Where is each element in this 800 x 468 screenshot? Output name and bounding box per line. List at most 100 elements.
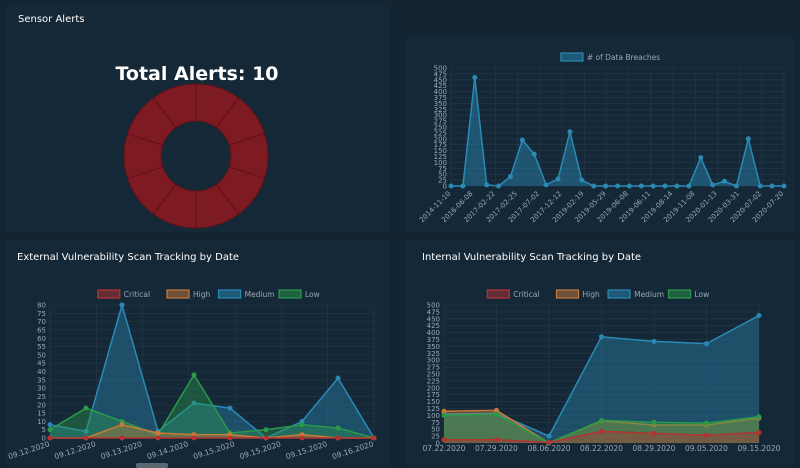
y-tick-label: 150: [427, 398, 440, 406]
y-tick-label: 40: [37, 368, 46, 376]
legend-swatch: [486, 289, 510, 299]
y-tick-label: 100: [427, 412, 440, 420]
low-point: [83, 405, 89, 411]
of-data-breaches-point: [769, 183, 775, 189]
y-tick-label: 275: [427, 364, 440, 372]
low-point: [335, 425, 341, 431]
x-tick-label: 07.29.2020: [475, 444, 518, 453]
of-data-breaches-point: [460, 183, 466, 189]
data-breaches-panel: 0 25 50 75 100 125 150 175 200 225 250 275 300 325 350…: [406, 36, 794, 232]
critical-point: [227, 435, 233, 441]
x-tick-label: 09.16.2020: [331, 439, 375, 461]
y-tick-label: 175: [427, 391, 440, 399]
y-tick-label: 175: [434, 141, 447, 149]
medium-point: [83, 428, 89, 434]
medium-point: [47, 422, 53, 428]
medium-point: [119, 302, 125, 308]
x-tick-label: 09.15.2020: [238, 439, 282, 461]
of-data-breaches-point: [638, 183, 644, 189]
y-tick-label: 375: [434, 94, 447, 102]
medium-point: [335, 375, 341, 381]
y-tick-label: 60: [37, 335, 46, 343]
medium-line: [49, 302, 375, 439]
x-tick-label: 09.15.2020: [738, 444, 781, 453]
y-tick-label: 45: [37, 360, 46, 368]
of-data-breaches-point: [686, 183, 692, 189]
of-data-breaches-point: [484, 182, 490, 188]
of-data-breaches-point: [710, 182, 716, 188]
low-point: [756, 414, 762, 420]
critical-point: [299, 435, 305, 441]
y-tick-label: 75: [37, 310, 46, 318]
low-point: [191, 372, 197, 378]
y-tick-label: 25: [37, 393, 46, 401]
y-tick-label: 10: [37, 418, 46, 426]
y-tick-label: 50: [431, 426, 440, 434]
y-tick-label: 50: [438, 171, 447, 179]
y-tick-label: 20: [37, 401, 46, 409]
high-area: [50, 424, 374, 438]
of-data-breaches-point: [543, 182, 549, 188]
y-tick-label: 350: [427, 343, 440, 351]
y-tick-label: 125: [434, 153, 447, 161]
legend-swatch: [607, 289, 631, 299]
y-tick-label: 5: [42, 426, 46, 434]
horizontal-scrollbar[interactable]: [136, 463, 168, 468]
legend-label-low: Low: [305, 290, 320, 299]
y-tick-label: 65: [37, 326, 46, 334]
legend-swatch: [278, 289, 302, 299]
y-tick-label: 300: [427, 357, 440, 365]
of-data-breaches-point: [698, 155, 704, 161]
y-tick-label: 15: [37, 410, 46, 418]
of-data-breaches-point: [650, 183, 656, 189]
critical-point: [155, 435, 161, 441]
x-tick-label: 09.05.2020: [685, 444, 728, 453]
sensor-alerts-title: Sensor Alerts: [18, 14, 85, 25]
critical-point: [263, 435, 269, 441]
external-scan-title: External Vulnerability Scan Tracking by …: [17, 252, 240, 263]
medium-point: [546, 433, 552, 439]
of-data-breaches-point: [615, 183, 620, 189]
critical-point: [756, 430, 762, 436]
of-data-breaches-area: [451, 77, 784, 186]
x-tick-label: 09.14.2020: [146, 439, 190, 461]
of-data-breaches-point: [745, 136, 751, 142]
of-data-breaches-point: [674, 183, 680, 189]
y-tick-label: 425: [434, 82, 447, 90]
high-point: [441, 408, 447, 414]
critical-point: [494, 437, 499, 443]
legend-label-critical: Critical: [124, 290, 150, 299]
y-tick-label: 450: [427, 315, 440, 323]
of-data-breaches-point: [781, 183, 787, 189]
legend-swatch: [97, 289, 121, 299]
y-tick-label: 425: [427, 322, 440, 330]
low-point: [704, 420, 709, 426]
y-tick-label: 350: [434, 100, 447, 108]
critical-point: [546, 439, 552, 445]
data-breaches-chart: 0255075100125150175200225250275300325350…: [418, 52, 787, 224]
of-data-breaches-point: [733, 183, 739, 189]
critical-point: [651, 430, 657, 436]
internal-scan-title: Internal Vulnerability Scan Tracking by …: [422, 252, 642, 263]
low-line: [49, 373, 375, 439]
sensor-alerts-panel: Sensor Alerts Total Alerts: 10: [6, 6, 390, 232]
y-tick-label: 400: [434, 88, 447, 96]
y-tick-label: 25: [431, 433, 440, 441]
y-tick-label: 500: [427, 302, 440, 310]
legend-label-low: Low: [695, 290, 710, 299]
y-tick-label: 450: [434, 76, 447, 84]
y-tick-label: 70: [37, 318, 46, 326]
y-tick-label: 75: [438, 165, 447, 173]
y-tick-label: 30: [37, 385, 46, 393]
y-tick-label: 475: [427, 308, 440, 316]
internal-scan-panel: Internal Vulnerability Scan Tracking by …: [406, 240, 794, 465]
legend-swatch: [218, 289, 242, 299]
low-point: [263, 427, 269, 433]
legend-label--of-data-breaches: # of Data Breaches: [587, 53, 660, 62]
alerts-donut-chart: Total Alerts: 10: [115, 63, 279, 229]
y-tick-label: 0: [443, 183, 447, 191]
of-data-breaches-point: [579, 177, 585, 183]
of-data-breaches-point: [496, 183, 502, 189]
x-tick-label: 09.13.2020: [100, 439, 144, 461]
